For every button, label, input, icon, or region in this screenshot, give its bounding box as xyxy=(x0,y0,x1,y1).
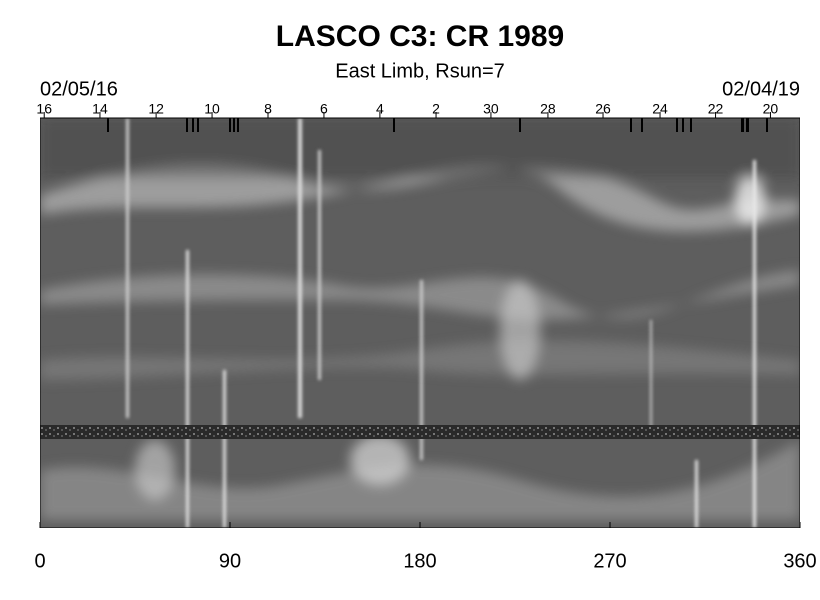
top-tick-label: 4 xyxy=(376,101,384,117)
synoptic-image xyxy=(40,118,800,528)
top-tick-label: 12 xyxy=(148,101,164,117)
top-tick-label: 28 xyxy=(540,101,556,117)
end-date: 02/04/19 xyxy=(722,78,800,100)
top-tick-label: 26 xyxy=(595,101,611,117)
top-tick-label: 14 xyxy=(92,101,108,117)
top-tick-label: 6 xyxy=(320,101,328,117)
top-tick-label: 20 xyxy=(763,101,779,117)
x-tick-label: 360 xyxy=(783,550,816,572)
top-tick-label: 16 xyxy=(36,101,52,117)
top-tick-label: 2 xyxy=(432,101,440,117)
chart-subtitle: East Limb, Rsun=7 xyxy=(335,60,505,82)
image-streaks xyxy=(126,118,756,528)
x-tick-label: 180 xyxy=(403,550,436,572)
top-tick-label: 24 xyxy=(652,101,668,117)
top-tick-label: 30 xyxy=(483,101,499,117)
occulter-band xyxy=(40,425,800,439)
x-tick-label: 90 xyxy=(219,550,241,572)
top-tick-label: 8 xyxy=(264,101,272,117)
start-date: 02/05/16 xyxy=(40,78,118,100)
image-features xyxy=(40,118,800,520)
x-tick-label: 0 xyxy=(34,550,45,572)
data-gap-markers xyxy=(107,118,768,132)
top-tick-label: 10 xyxy=(204,101,220,117)
x-tick-label: 270 xyxy=(593,550,626,572)
top-tick-label: 22 xyxy=(708,101,724,117)
chart-title: LASCO C3: CR 1989 xyxy=(276,20,564,53)
